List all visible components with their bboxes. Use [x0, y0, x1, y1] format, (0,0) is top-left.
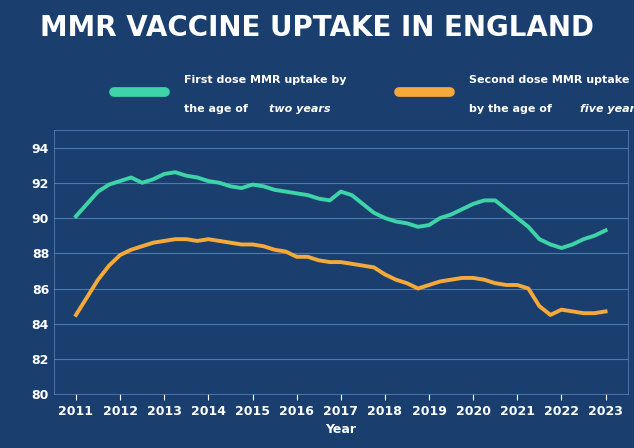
Text: First dose MMR uptake by: First dose MMR uptake by: [184, 75, 346, 85]
Text: MMR VACCINE UPTAKE IN ENGLAND: MMR VACCINE UPTAKE IN ENGLAND: [40, 13, 594, 42]
X-axis label: Year: Year: [325, 423, 356, 436]
Text: the age of: the age of: [184, 104, 252, 114]
Text: two years: two years: [269, 104, 331, 114]
Text: by the age of: by the age of: [469, 104, 556, 114]
Text: five years: five years: [580, 104, 634, 114]
Text: Second dose MMR uptake: Second dose MMR uptake: [469, 75, 630, 85]
